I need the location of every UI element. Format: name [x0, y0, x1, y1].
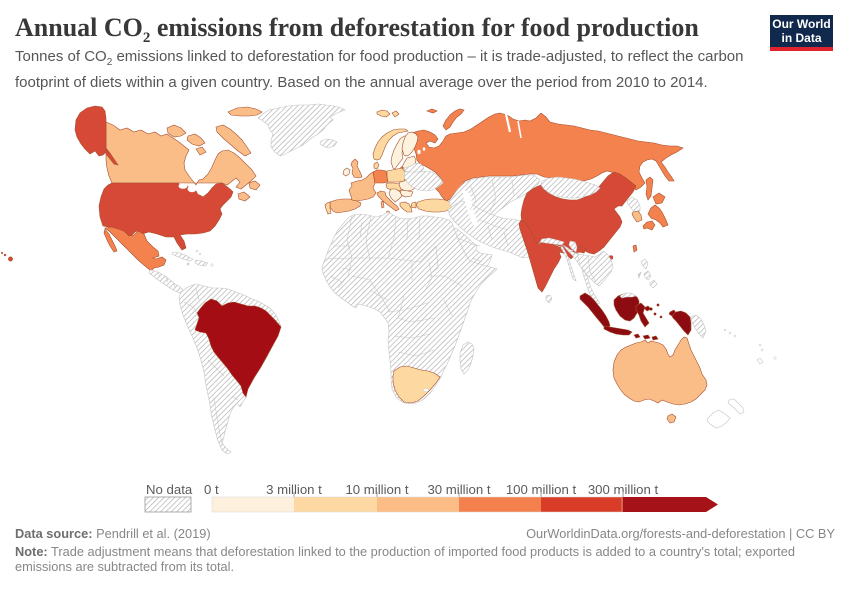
svg-text:10 million t: 10 million t [345, 482, 408, 497]
svg-text:100 million t: 100 million t [506, 482, 577, 497]
svg-text:No data: No data [146, 482, 193, 497]
svg-text:30 million t: 30 million t [427, 482, 490, 497]
svg-text:0 t: 0 t [204, 482, 219, 497]
svg-text:3 million t: 3 million t [266, 482, 322, 497]
svg-text:300 million t: 300 million t [588, 482, 659, 497]
